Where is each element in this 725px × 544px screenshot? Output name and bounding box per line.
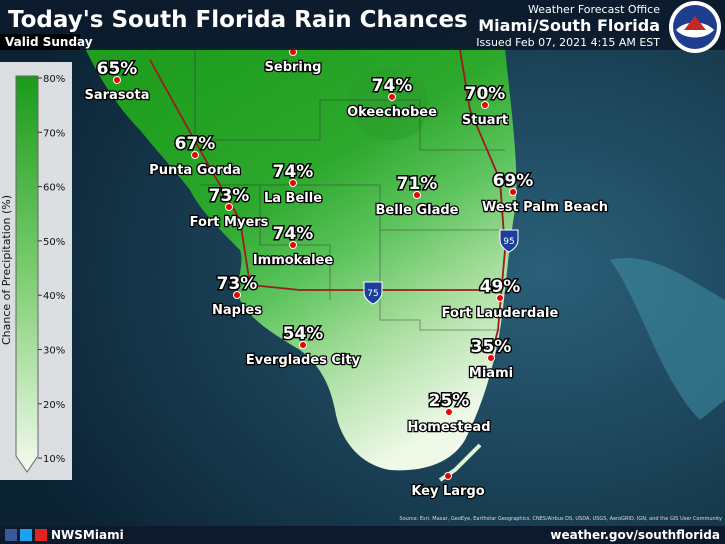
city-name: Punta Gorda xyxy=(149,163,241,178)
rain-chance: 25% xyxy=(429,391,470,411)
legend-tick-label: 10% xyxy=(43,454,65,465)
city-name: West Palm Beach xyxy=(482,200,608,215)
city-name: Sarasota xyxy=(85,88,150,103)
rain-chance: 70% xyxy=(465,84,506,104)
title: Today's South Florida Rain Chances xyxy=(8,7,468,33)
footer-bar xyxy=(0,526,725,544)
legend-tick-label: 70% xyxy=(43,128,65,139)
city-name: Okeechobee xyxy=(347,105,437,120)
legend-tick-label: 30% xyxy=(43,346,65,357)
twitter-icon[interactable] xyxy=(20,529,32,541)
social-handle: NWSMiami xyxy=(51,528,124,542)
city-name: Immokalee xyxy=(253,253,334,268)
city-dot xyxy=(113,76,121,84)
rain-chance: 69% xyxy=(493,171,534,191)
highways xyxy=(149,49,506,361)
highway-label: 75 xyxy=(367,289,378,299)
city-name: Miami xyxy=(469,366,513,381)
issued: Issued Feb 07, 2021 4:15 AM EST xyxy=(476,36,660,49)
city-dot xyxy=(445,408,453,416)
city-dot xyxy=(481,101,489,109)
rain-chance: 65% xyxy=(97,59,138,79)
city-name: Stuart xyxy=(462,113,508,128)
legend-tick-label: 60% xyxy=(43,183,65,194)
bahama-bank xyxy=(610,258,725,420)
source: Source: Esri, Maxar, GeoEye, Earthstar G… xyxy=(399,516,722,522)
city-dot xyxy=(233,291,241,299)
city-dot xyxy=(289,179,297,187)
rain-chance: 74% xyxy=(273,162,314,182)
header-bar xyxy=(0,0,725,50)
city-name: Sebring xyxy=(265,60,322,75)
legend-tick-label: 20% xyxy=(43,400,65,411)
rain-chance: 73% xyxy=(209,186,250,206)
subtitle: Valid Sunday xyxy=(5,35,93,49)
legend-bar xyxy=(15,75,39,473)
legend-tick-label: 80% xyxy=(43,74,65,85)
city-dot xyxy=(299,341,307,349)
city-name: Everglades City xyxy=(246,353,361,368)
legend-tick-label: 40% xyxy=(43,291,65,302)
office-area: Miami/South Florida xyxy=(478,16,660,35)
city-name: Naples xyxy=(212,303,262,318)
city-dot xyxy=(487,354,495,362)
rain-chance: 71% xyxy=(397,174,438,194)
nws-logo xyxy=(669,1,721,53)
city-name: Homestead xyxy=(407,420,490,435)
city-dot xyxy=(191,151,199,159)
city-dot xyxy=(444,472,452,480)
city-dot xyxy=(496,294,504,302)
facebook-icon[interactable] xyxy=(5,529,17,541)
interstate-75: 75 xyxy=(363,281,383,305)
rain-chance: 49% xyxy=(480,277,521,297)
highway-label: 95 xyxy=(503,237,514,247)
youtube-icon[interactable] xyxy=(35,529,47,541)
rain-chance: 74% xyxy=(372,76,413,96)
city-name: Fort Lauderdale xyxy=(442,306,559,321)
city-name: Fort Myers xyxy=(190,215,269,230)
legend-tick-label: 50% xyxy=(43,237,65,248)
rain-chance: 67% xyxy=(175,134,216,154)
city-dot xyxy=(289,241,297,249)
city-dot xyxy=(413,191,421,199)
rain-chance: 54% xyxy=(283,324,324,344)
interstate-95: 95 xyxy=(499,229,519,253)
rain-chance: 35% xyxy=(471,337,512,357)
city-name: Belle Glade xyxy=(375,203,458,218)
city-dot xyxy=(225,203,233,211)
city-name: La Belle xyxy=(264,191,322,206)
office: Weather Forecast Office xyxy=(528,3,660,16)
city-dot xyxy=(509,188,517,196)
city-dot xyxy=(388,93,396,101)
legend-title: Chance of Precipitation (%) xyxy=(0,195,13,345)
city-name: Key Largo xyxy=(411,484,484,499)
subtitle-bg xyxy=(0,34,80,50)
website: weather.gov/southflorida xyxy=(550,528,720,542)
rain-chance: 74% xyxy=(273,224,314,244)
rain-chance: 73% xyxy=(217,274,258,294)
lake-okeechobee-area xyxy=(348,68,428,141)
